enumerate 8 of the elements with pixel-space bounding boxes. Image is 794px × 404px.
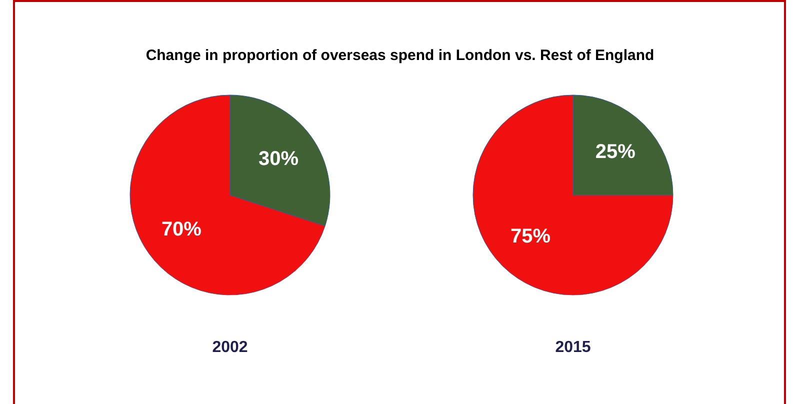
pie-slice [472,94,674,296]
data-label: 30% [258,148,299,170]
data-label: 70% [161,218,202,241]
data-label: 75% [510,226,551,248]
text: Change in proportion of overseas spend in London vs. Rest of England [146,47,654,64]
text: 2015 [555,339,591,356]
data-label: 25% [595,140,636,163]
text: 2002 [212,339,248,356]
